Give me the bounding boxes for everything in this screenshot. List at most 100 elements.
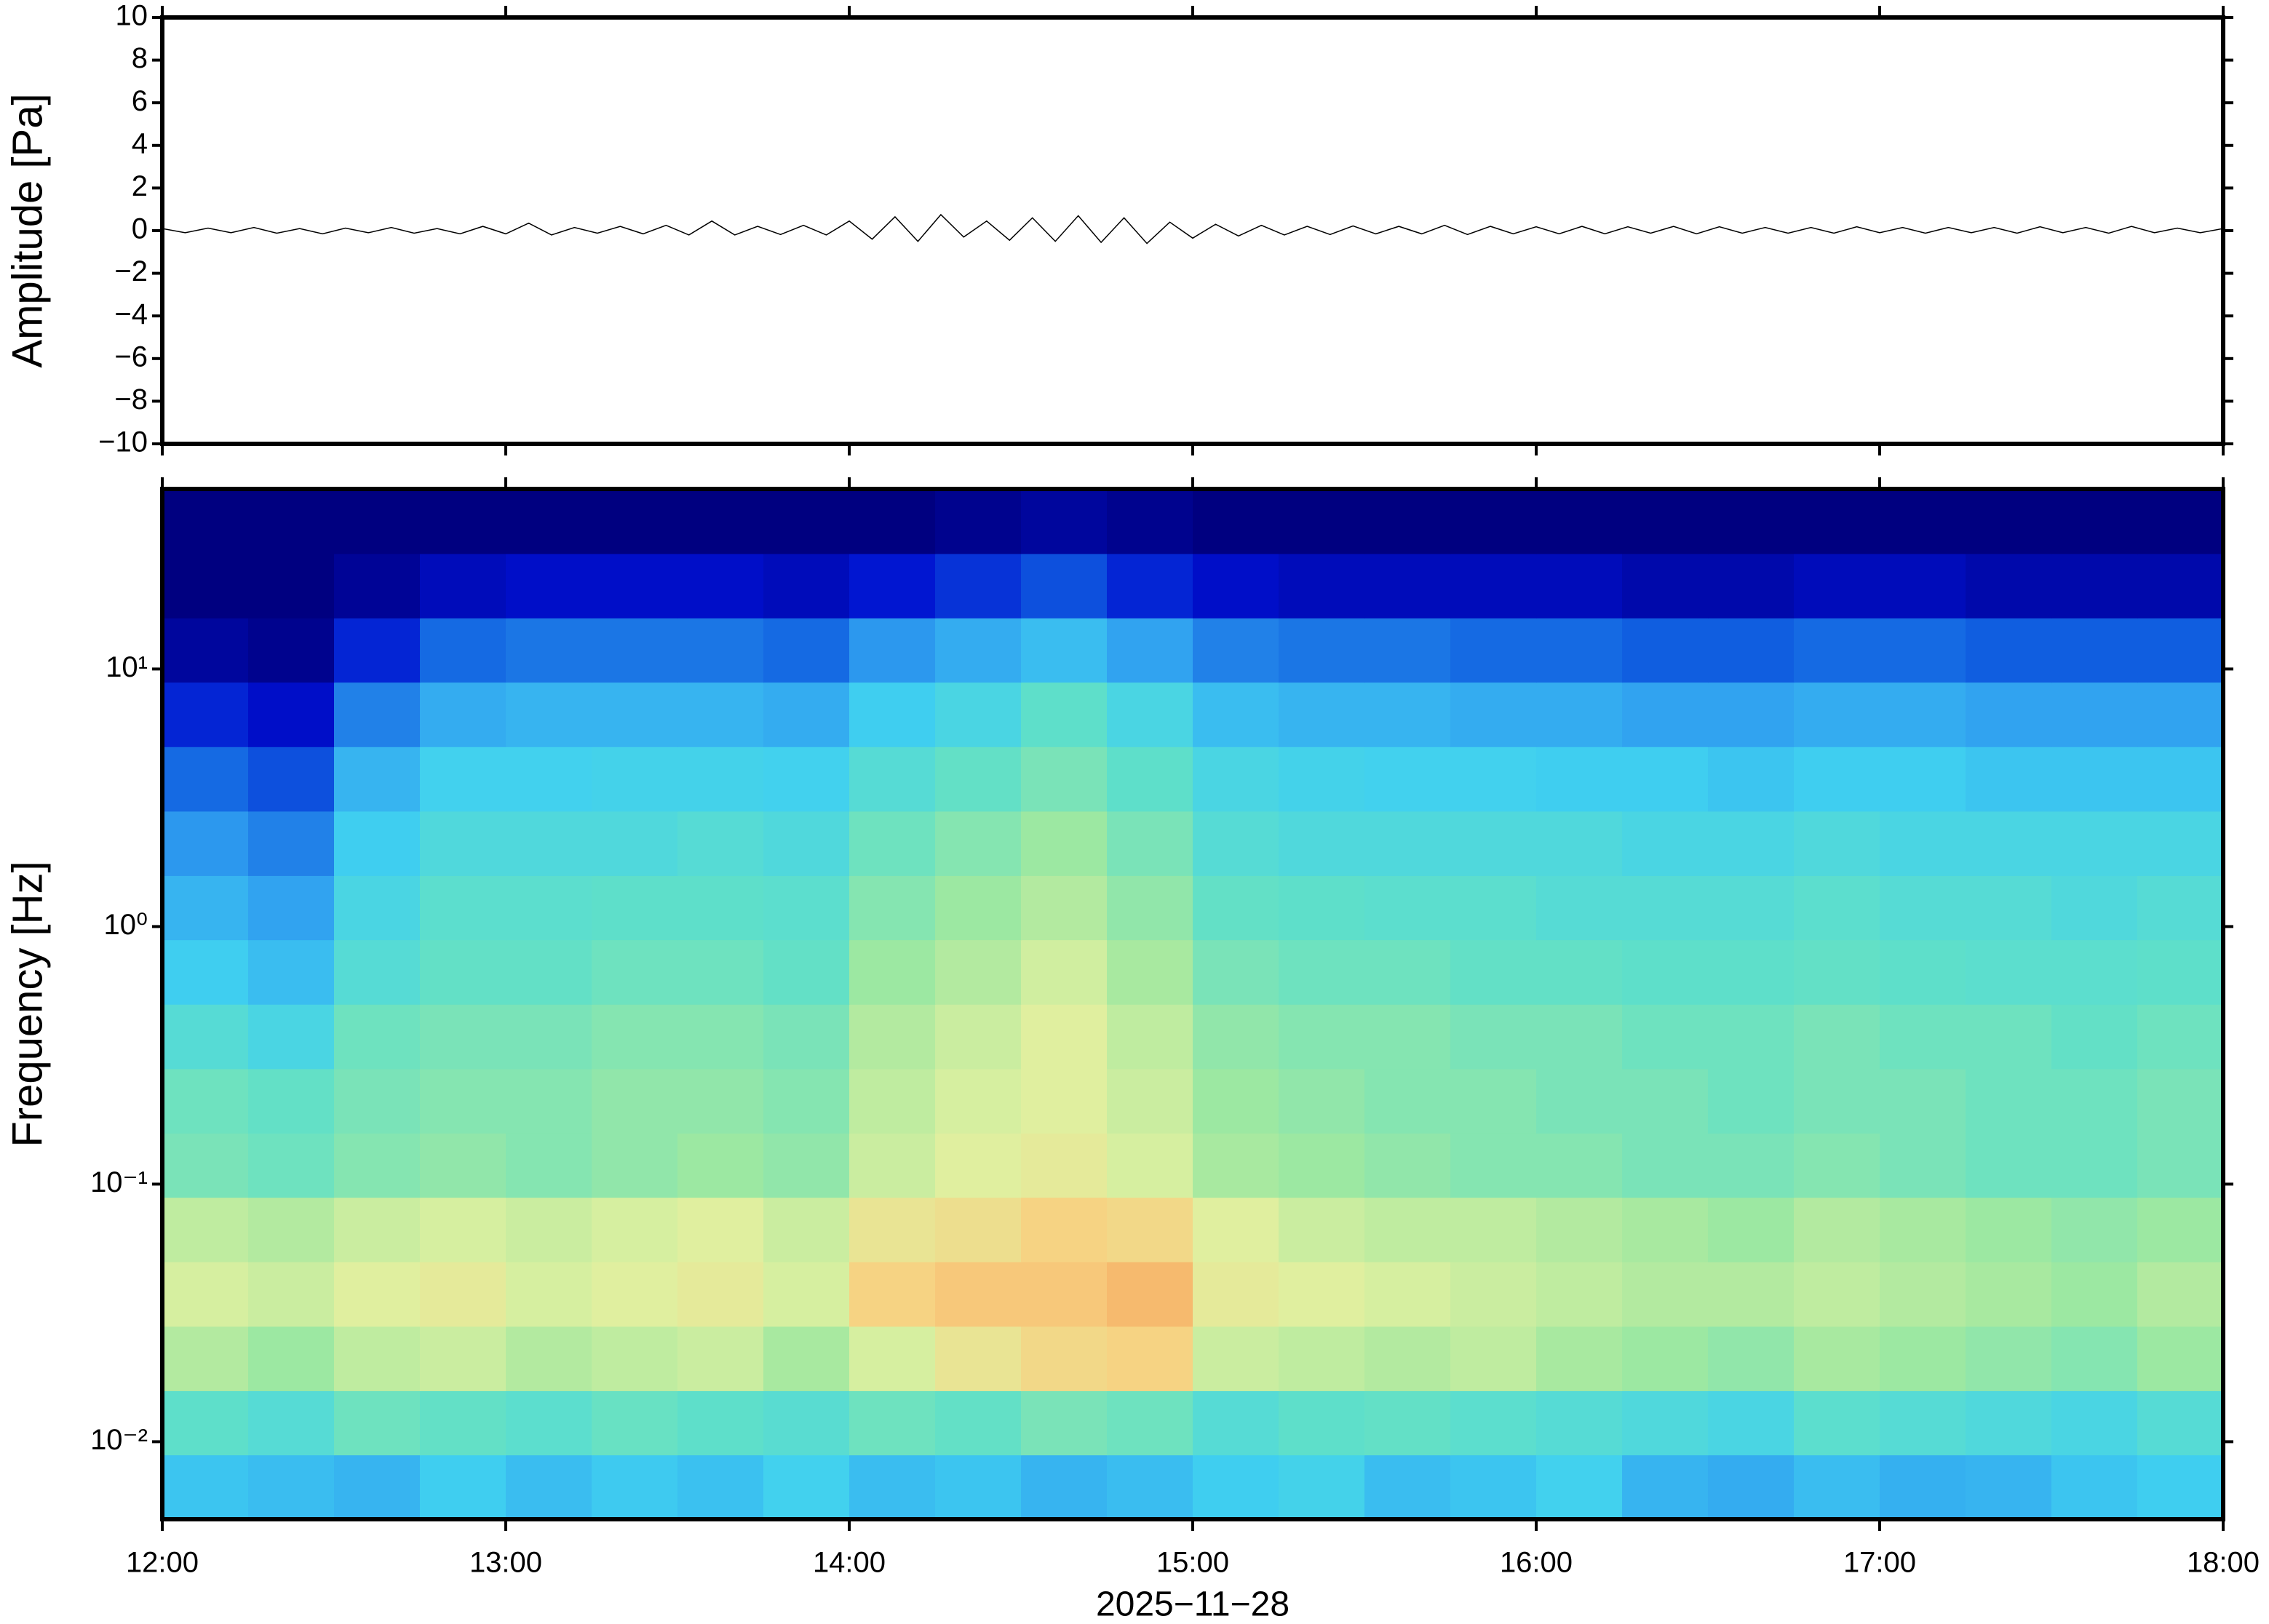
spectrogram-cell <box>420 747 506 812</box>
spectrogram-cell <box>763 1004 850 1070</box>
spectrogram-cell <box>1279 939 1365 1005</box>
spectrogram-cell <box>1450 682 1537 747</box>
spectrogram-cell <box>592 1197 678 1262</box>
spectrogram-cell <box>1622 1004 1709 1070</box>
spectrogram-cell <box>592 1326 678 1391</box>
spectrogram-cell <box>1966 682 2052 747</box>
spectrogram-cell <box>420 875 506 941</box>
spectrogram-cell <box>935 1390 1022 1456</box>
spectrogram-cell <box>1107 875 1193 941</box>
y-tick-label: −6 <box>114 341 148 373</box>
spectrogram-cell <box>1107 1068 1193 1134</box>
spectrogram-cell <box>2051 553 2138 618</box>
spectrogram-cell <box>1021 1390 1108 1456</box>
spectrogram-cell <box>2051 747 2138 812</box>
spectrogram-cell <box>1794 811 1880 876</box>
spectrogram-cell <box>506 1390 592 1456</box>
spectrogram-cell <box>1536 682 1623 747</box>
spectrogram-cell <box>1622 1262 1709 1327</box>
spectrogram-cell <box>1450 747 1537 812</box>
spectrogram-cell <box>849 1454 936 1520</box>
spectrogram-cell <box>1622 1068 1709 1134</box>
spectrogram-cell <box>849 939 936 1005</box>
spectrogram-cell <box>849 553 936 618</box>
spectrogram-cell <box>935 489 1022 554</box>
spectrogram-cell <box>935 553 1022 618</box>
spectrogram-cell <box>1794 1390 1880 1456</box>
spectrogram-cell <box>1536 747 1623 812</box>
spectrogram-cell <box>1364 1326 1451 1391</box>
y-tick-label: 0 <box>132 213 148 245</box>
spectrogram-cell <box>248 489 335 554</box>
spectrogram-cell <box>248 875 335 941</box>
spectrogram-cell <box>1021 1197 1108 1262</box>
spectrogram-cell <box>334 1004 421 1070</box>
spectrogram-cell <box>1966 1004 2052 1070</box>
spectrogram-cell <box>1279 1454 1365 1520</box>
spectrogram-cell <box>592 682 678 747</box>
x-tick-label: 13:00 <box>469 1547 542 1579</box>
spectrogram-cell <box>677 1197 764 1262</box>
spectrogram-cell <box>2137 489 2224 554</box>
spectrogram-cell <box>677 1262 764 1327</box>
spectrogram-cell <box>1193 875 1279 941</box>
spectrogram-cell <box>1450 618 1537 683</box>
spectrogram-cell <box>677 618 764 683</box>
spectrogram-cell <box>1880 1390 1966 1456</box>
spectrogram-cell <box>1021 618 1108 683</box>
spectrogram-cell <box>420 682 506 747</box>
y-axis-title: Frequency [Hz] <box>4 861 51 1147</box>
spectrogram-cell <box>334 1454 421 1520</box>
spectrogram-cell <box>763 489 850 554</box>
spectrogram-cell <box>1622 1454 1709 1520</box>
spectrogram-cell <box>2051 939 2138 1005</box>
spectrogram-cell <box>2137 682 2224 747</box>
spectrogram-cell <box>592 1454 678 1520</box>
spectrogram-cell <box>1794 1454 1880 1520</box>
spectrogram-cell <box>1450 939 1537 1005</box>
spectrogram-cell <box>1450 1454 1537 1520</box>
spectrogram-cell <box>2137 1133 2224 1198</box>
spectrogram-cell <box>1966 1133 2052 1198</box>
spectrogram-cell <box>1021 553 1108 618</box>
spectrogram-cell <box>506 1454 592 1520</box>
spectrogram-cell <box>420 489 506 554</box>
spectrogram-cell <box>763 1326 850 1391</box>
spectrogram-cell <box>849 1197 936 1262</box>
spectrogram-cell <box>1622 1326 1709 1391</box>
spectrogram-cell <box>935 1197 1022 1262</box>
spectrogram-cell <box>1279 1197 1365 1262</box>
spectrogram-cell <box>1193 1197 1279 1262</box>
spectrogram-cell <box>420 1262 506 1327</box>
spectrogram-cell <box>506 1004 592 1070</box>
spectrogram-cell <box>1622 1133 1709 1198</box>
spectrogram-cell <box>1107 618 1193 683</box>
spectrogram-cell <box>1622 682 1709 747</box>
y-tick-label: −2 <box>114 255 148 287</box>
spectrogram-cell <box>1794 1068 1880 1134</box>
spectrogram-cell <box>592 489 678 554</box>
spectrogram-cell <box>1622 747 1709 812</box>
spectrogram-cell <box>1021 1004 1108 1070</box>
spectrogram-cell <box>1193 1068 1279 1134</box>
spectrogram-cell <box>592 1390 678 1456</box>
spectrogram-cell <box>420 1197 506 1262</box>
spectrogram-cell <box>2051 811 2138 876</box>
spectrogram-cell <box>1107 1197 1193 1262</box>
spectrogram-cell <box>2137 811 2224 876</box>
y-tick-label: 10 <box>116 0 148 32</box>
spectrogram-cell <box>1193 1326 1279 1391</box>
spectrogram-cell <box>763 1390 850 1456</box>
spectrogram-cell <box>763 875 850 941</box>
spectrogram-cell <box>1880 1326 1966 1391</box>
spectrogram-cell <box>1536 1454 1623 1520</box>
spectrogram-cell <box>1708 489 1795 554</box>
spectrogram-cell <box>2051 1262 2138 1327</box>
spectrogram-cell <box>849 682 936 747</box>
spectrogram-cell <box>1966 747 2052 812</box>
spectrogram-cell <box>506 489 592 554</box>
spectrogram-cell <box>162 1262 249 1327</box>
spectrogram-cell <box>1021 811 1108 876</box>
